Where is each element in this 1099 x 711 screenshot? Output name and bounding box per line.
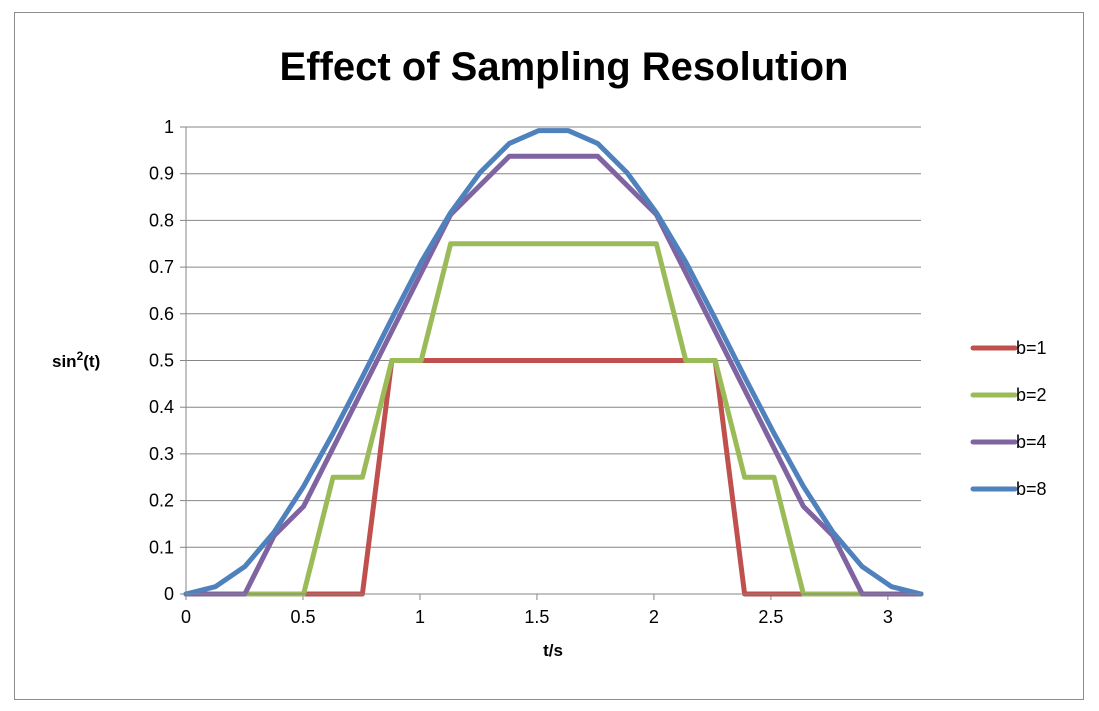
- y-tick-label: 0.7: [149, 257, 174, 277]
- legend: b=1 b=2 b=4 b=8: [970, 338, 1047, 499]
- series-line-b2: [183, 241, 924, 597]
- legend-label: b=1: [1016, 338, 1047, 358]
- x-tick-label: 1.5: [524, 607, 549, 627]
- chart-title: Effect of Sampling Resolution: [280, 45, 849, 89]
- axes: [185, 127, 921, 595]
- series-line-b1: [183, 358, 924, 597]
- y-tick-label: 0.3: [149, 444, 174, 464]
- series-lines: [183, 128, 924, 597]
- y-tick-label: 0.9: [149, 164, 174, 184]
- legend-label: b=2: [1016, 385, 1047, 405]
- x-axis-title: t/s: [543, 641, 563, 660]
- y-tick-label: 0: [164, 584, 174, 604]
- legend-label: b=4: [1016, 432, 1047, 452]
- x-tick-label: 0.5: [290, 607, 315, 627]
- y-tick-labels: 0 0.1 0.2 0.3 0.4 0.5 0.6 0.7 0.8 0.9 1: [149, 117, 174, 604]
- series-line-b4: [183, 153, 924, 597]
- x-tick-label: 3: [883, 607, 893, 627]
- gridlines: [180, 126, 921, 600]
- legend-label: b=8: [1016, 479, 1047, 499]
- x-tick-label: 1: [415, 607, 425, 627]
- x-tick-label: 2.5: [758, 607, 783, 627]
- series-line-b8: [183, 128, 924, 597]
- line-chart: Effect of Sampling Resolution 0 0.1 0.2 0.3…: [52, 45, 1047, 660]
- y-tick-label: 1: [164, 117, 174, 137]
- x-tick-label: 2: [649, 607, 659, 627]
- y-tick-label: 0.6: [149, 304, 174, 324]
- y-axis-title: sin2(t): [52, 349, 100, 371]
- x-tick-label: 0: [181, 607, 191, 627]
- y-tick-label: 0.5: [149, 351, 174, 371]
- y-tick-label: 0.4: [149, 397, 174, 417]
- y-tick-label: 0.1: [149, 537, 174, 557]
- y-tick-label: 0.8: [149, 210, 174, 230]
- x-tick-labels: 0 0.5 1 1.5 2 2.5 3: [181, 607, 893, 627]
- chart-frame: Effect of Sampling Resolution 0 0.1 0.2 0.3…: [14, 12, 1084, 700]
- y-tick-label: 0.2: [149, 491, 174, 511]
